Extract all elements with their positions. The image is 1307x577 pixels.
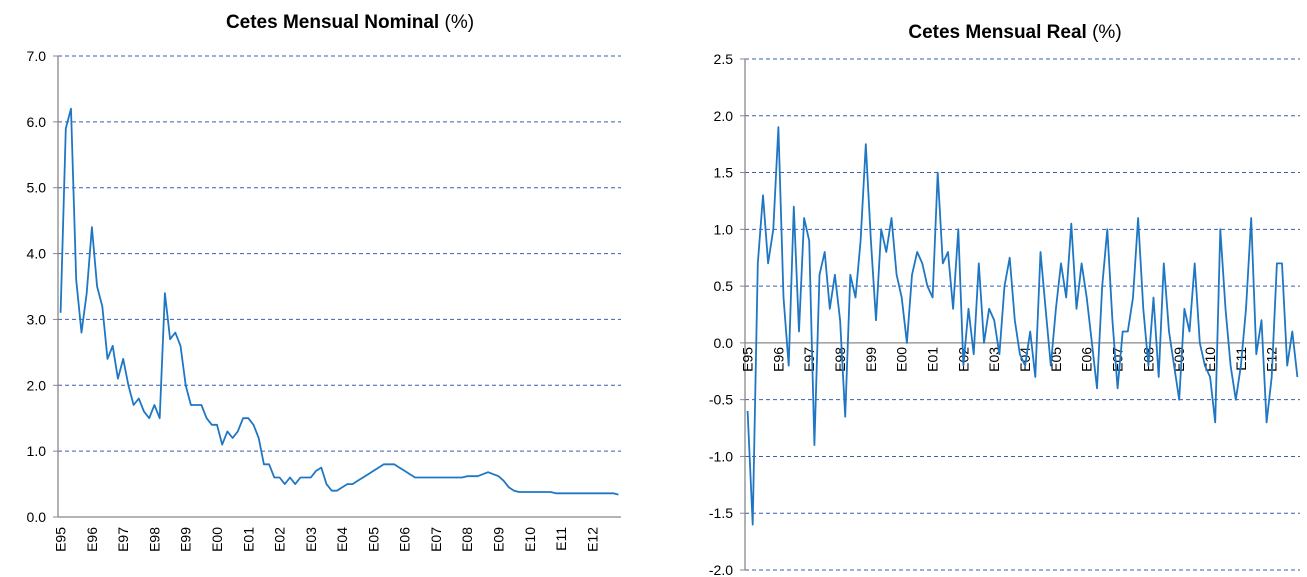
data-line bbox=[59, 107, 619, 496]
title-text: Cetes Mensual Real bbox=[908, 22, 1086, 43]
x-tick-label: E03 bbox=[986, 347, 1002, 372]
x-tick-label: E07 bbox=[428, 527, 444, 552]
y-tick-label: 1.0 bbox=[27, 443, 47, 459]
y-tick-label: -1.5 bbox=[709, 505, 733, 521]
y-tick-label: 4.0 bbox=[27, 246, 47, 262]
y-tick-label: 2.0 bbox=[714, 108, 734, 124]
y-tick-label: 5.0 bbox=[27, 180, 47, 196]
y-tick-label: 1.5 bbox=[714, 165, 734, 181]
x-tick-label: E99 bbox=[178, 527, 194, 552]
y-tick-label: -1.0 bbox=[709, 448, 733, 464]
x-tick-label: E03 bbox=[303, 527, 319, 552]
x-tick-label: E07 bbox=[1110, 347, 1126, 372]
y-tick-label: 2.0 bbox=[27, 377, 47, 393]
x-tick-label: E06 bbox=[397, 527, 413, 552]
y-tick-label: 0.5 bbox=[714, 278, 734, 294]
x-tick-label: E02 bbox=[272, 527, 288, 552]
x-tick-label: E09 bbox=[490, 527, 506, 552]
y-tick-label: 0.0 bbox=[714, 335, 734, 351]
x-tick-label: E97 bbox=[801, 347, 817, 372]
x-tick-label: E99 bbox=[863, 347, 879, 372]
x-tick-label: E01 bbox=[240, 527, 256, 552]
x-tick-label: E06 bbox=[1079, 347, 1095, 372]
x-tick-label: E96 bbox=[770, 347, 786, 372]
x-tick-label: E11 bbox=[553, 527, 569, 551]
x-tick-label: E04 bbox=[334, 527, 350, 552]
x-tick-label: E10 bbox=[522, 527, 538, 552]
x-tick-label: E09 bbox=[1171, 347, 1187, 372]
y-tick-label: -0.5 bbox=[709, 392, 733, 408]
data-line bbox=[746, 126, 1299, 526]
x-tick-label: E10 bbox=[1202, 347, 1218, 372]
y-tick-label: -2.0 bbox=[709, 562, 733, 577]
x-tick-label: E96 bbox=[84, 527, 100, 552]
y-tick-label: 0.0 bbox=[27, 509, 47, 525]
y-tick-label: 7.0 bbox=[27, 48, 47, 64]
title-text: Cetes Mensual Nominal bbox=[226, 12, 439, 33]
x-tick-label: E95 bbox=[53, 527, 69, 552]
x-tick-label: E08 bbox=[459, 527, 475, 552]
x-tick-label: E98 bbox=[832, 347, 848, 372]
x-tick-label: E01 bbox=[925, 347, 941, 372]
x-tick-label: E12 bbox=[584, 527, 600, 552]
x-tick-label: E97 bbox=[115, 527, 131, 552]
y-tick-label: 6.0 bbox=[27, 114, 47, 130]
x-tick-label: E00 bbox=[894, 347, 910, 372]
title-unit: (%) bbox=[1092, 22, 1122, 43]
y-tick-label: 1.0 bbox=[714, 221, 734, 237]
x-tick-label: E00 bbox=[209, 527, 225, 552]
chart-title: Cetes Mensual Nominal (%) bbox=[226, 12, 474, 33]
title-unit: (%) bbox=[445, 12, 475, 33]
x-tick-label: E98 bbox=[146, 527, 162, 552]
y-tick-label: 3.0 bbox=[27, 311, 47, 327]
x-tick-label: E95 bbox=[740, 347, 756, 372]
x-tick-label: E04 bbox=[1017, 347, 1033, 372]
x-tick-label: E05 bbox=[365, 527, 381, 552]
y-tick-label: 2.5 bbox=[714, 51, 734, 67]
chart-title: Cetes Mensual Real (%) bbox=[908, 22, 1121, 43]
